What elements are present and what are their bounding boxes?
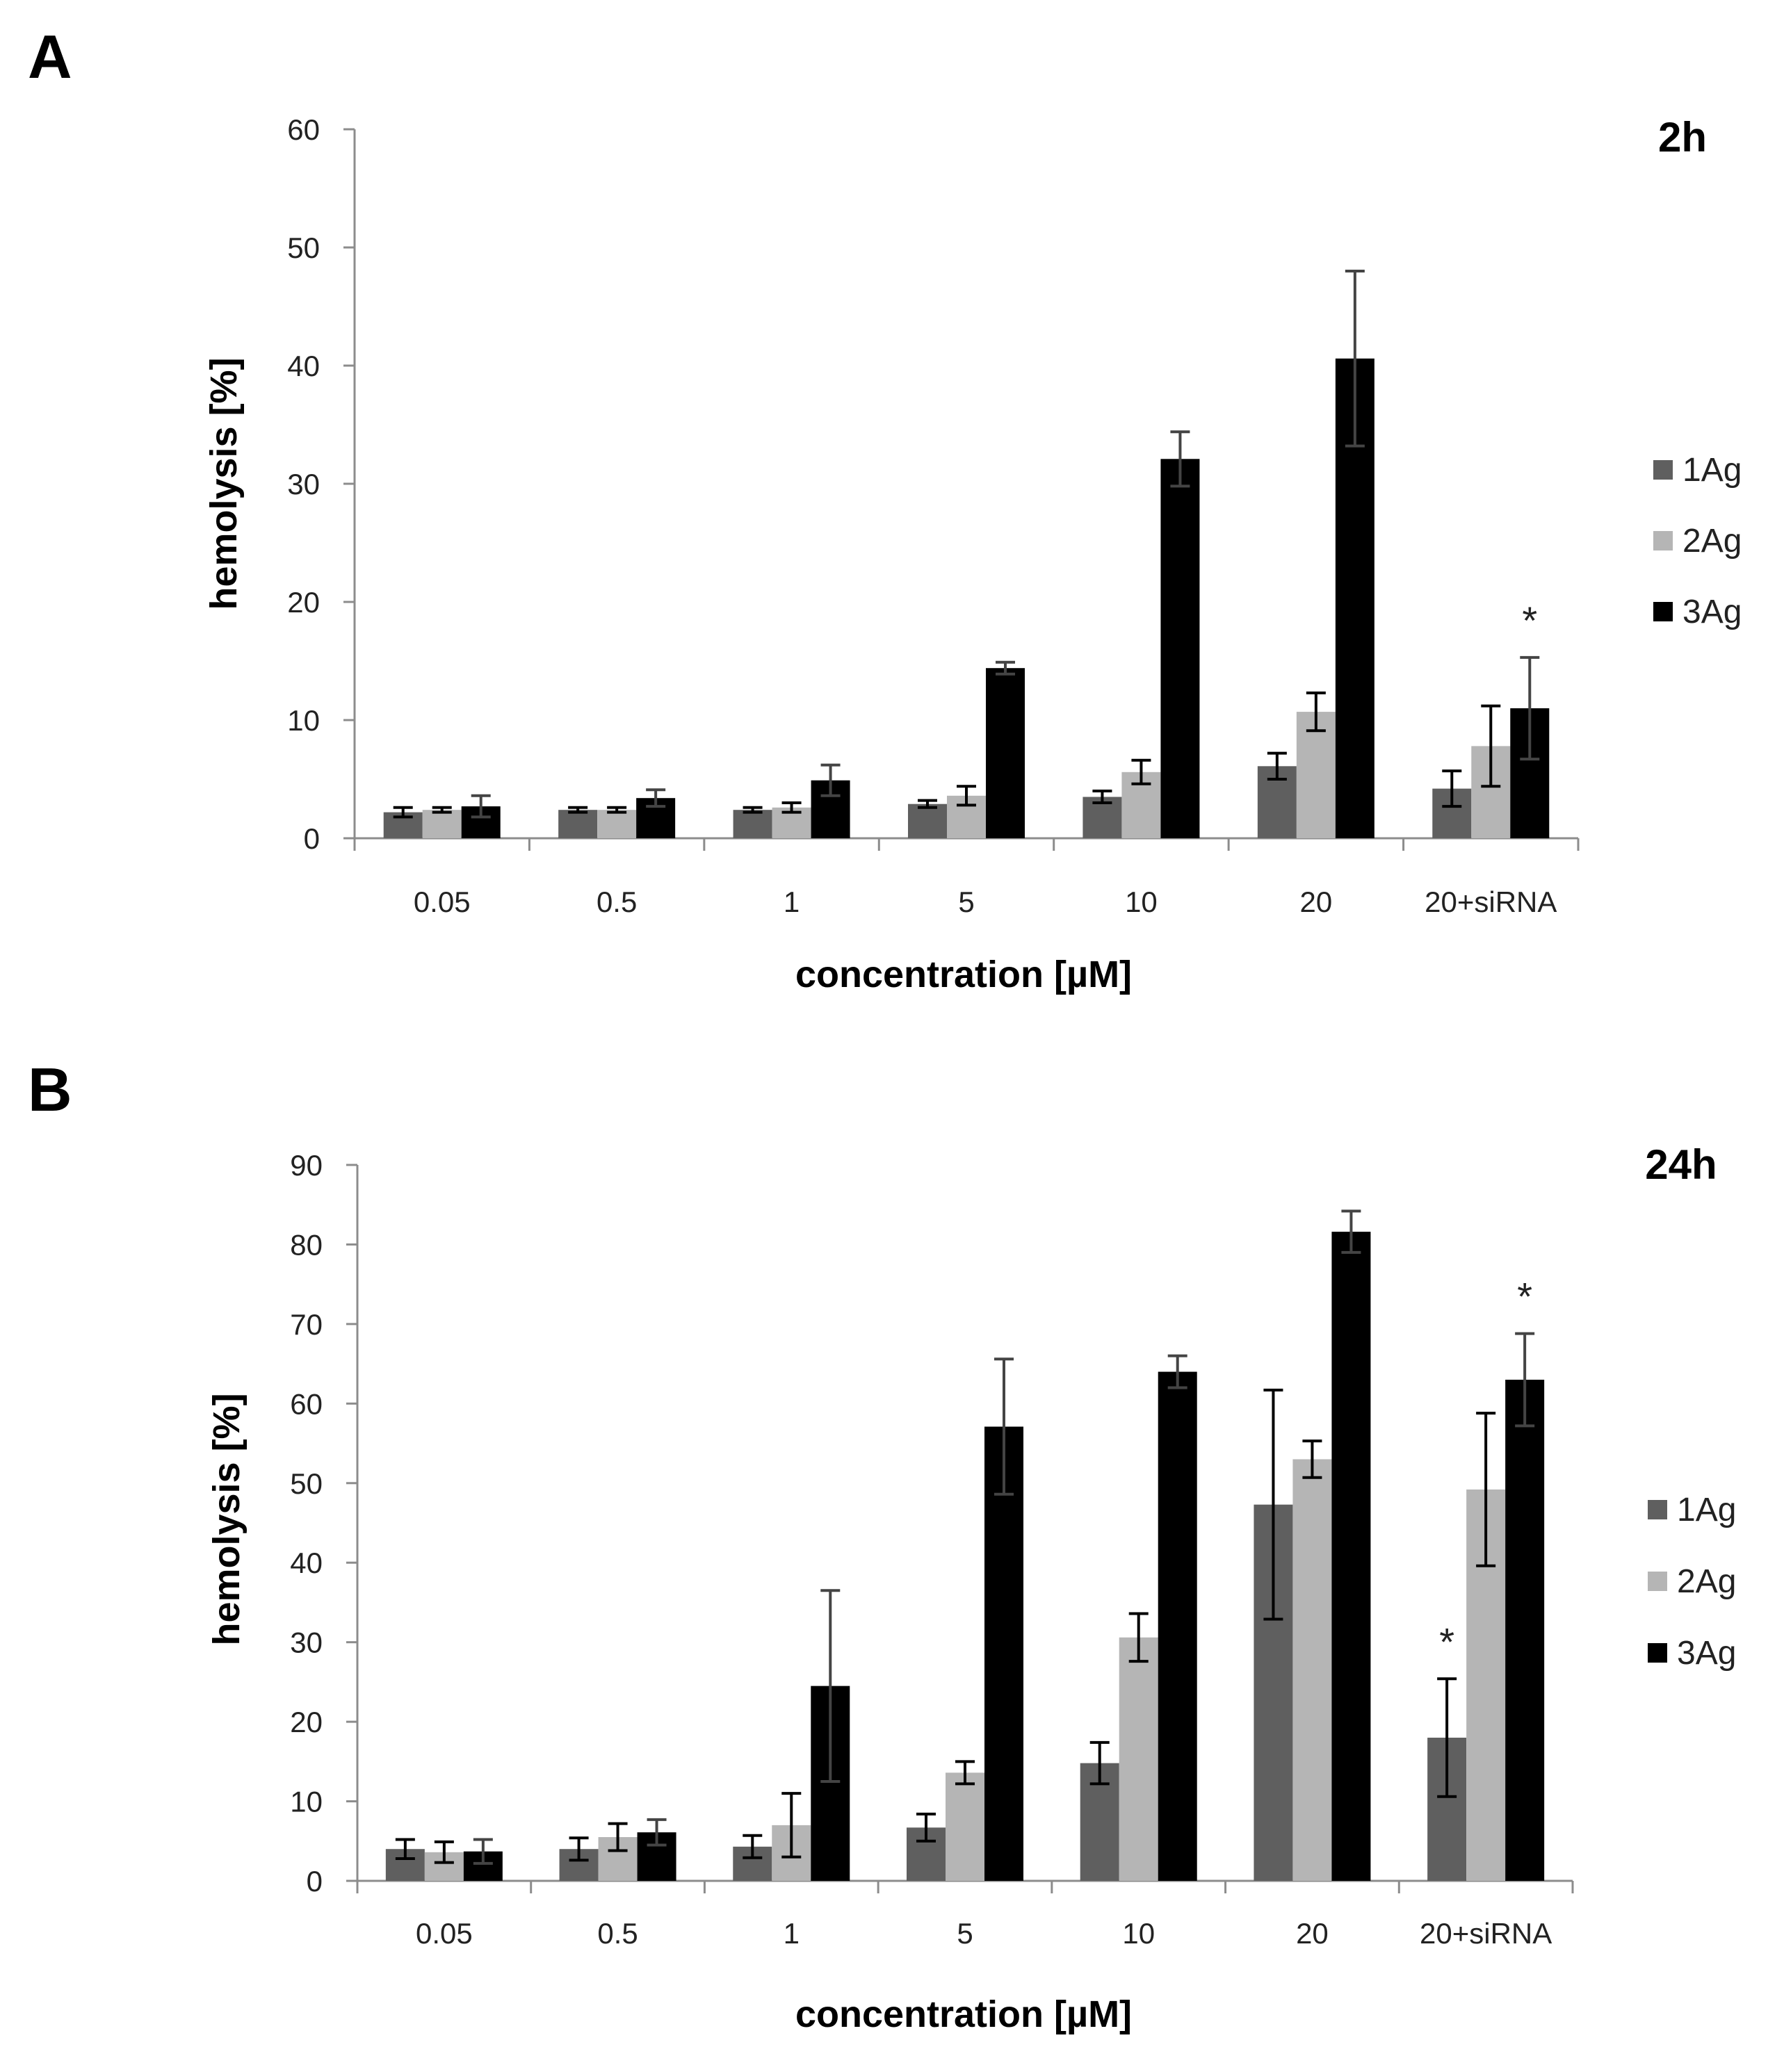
chart-a-bar-3ag <box>986 668 1025 838</box>
chart-b-y-tick-label: 70 <box>290 1308 323 1341</box>
chart-a-bar-2ag <box>422 810 462 838</box>
chart-b-ylabel: hemolysis [%] <box>206 1393 248 1645</box>
chart-b-bar-2ag <box>1292 1459 1332 1881</box>
panel-label-b: B <box>28 1055 72 1124</box>
chart-b-significance-marker: * <box>1517 1275 1532 1319</box>
chart-a-bar-1ag <box>558 810 598 838</box>
chart-b-y-tick-label: 30 <box>290 1626 323 1659</box>
chart-b-x-tick-label: 20 <box>1296 1917 1329 1950</box>
chart-b-legend-label: 2Ag <box>1677 1563 1736 1600</box>
chart-a-x-tick-label: 10 <box>1125 886 1158 918</box>
chart-a-y-tick-label: 20 <box>287 586 320 619</box>
chart-b-y-tick-label: 10 <box>290 1786 323 1818</box>
chart-a-y-tick-label: 30 <box>287 468 320 500</box>
chart-b-x-tick-label: 0.5 <box>597 1917 638 1950</box>
chart-b-y-tick-label: 40 <box>290 1547 323 1579</box>
chart-a-legend-swatch <box>1653 602 1673 621</box>
chart-b-y-tick-label: 90 <box>290 1149 323 1182</box>
chart-a-ylabel: hemolysis [%] <box>203 357 245 610</box>
chart-a-y-tick-label: 10 <box>287 704 320 737</box>
chart-a-y-tick-label: 50 <box>287 231 320 264</box>
chart-panel-b: B 24h concentration [µM] hemolysis [%] 0… <box>0 1036 1784 2072</box>
chart-a-y-tick-label: 40 <box>287 350 320 382</box>
chart-a-bar-1ag <box>733 810 772 838</box>
chart-panel-a: A 2h concentration [µM] hemolysis [%] 0 1… <box>28 22 1742 995</box>
chart-b-x-tick-label: 0.05 <box>416 1917 473 1950</box>
chart-b-bar-2ag <box>946 1772 984 1881</box>
chart-b-y-tick-label: 20 <box>290 1706 323 1738</box>
chart-a-legend-label: 1Ag <box>1682 452 1742 489</box>
chart-b-xlabel: concentration [µM] <box>795 1993 1132 2035</box>
chart-b-x-tick-label: 1 <box>784 1917 800 1950</box>
chart-a-legend-swatch <box>1653 531 1673 550</box>
chart-b-legend-label: 1Ag <box>1677 1492 1736 1528</box>
chart-b-bar-2ag <box>1119 1637 1158 1881</box>
chart-a-x-tick-label: 20 <box>1299 886 1332 918</box>
chart-b-bar-3ag <box>1158 1371 1197 1881</box>
chart-a-y-tick-label: 0 <box>304 822 320 855</box>
chart-b-svg: B 24h concentration [µM] hemolysis [%] 0… <box>28 1055 1736 2035</box>
chart-a-legend-label: 3Ag <box>1682 594 1742 630</box>
chart-a-x-tick-label: 20+siRNA <box>1425 886 1557 918</box>
chart-b-bar-3ag <box>1331 1232 1371 1881</box>
chart-a-bar-2ag <box>597 810 637 838</box>
chart-b-legend-swatch <box>1648 1643 1667 1663</box>
chart-b-y-tick-label: 60 <box>290 1387 323 1420</box>
chart-b-bar-3ag <box>1505 1380 1545 1881</box>
chart-b-bar-3ag <box>984 1426 1023 1881</box>
chart-b-legend-label: 3Ag <box>1677 1635 1736 1672</box>
chart-b-x-tick-label: 10 <box>1122 1917 1155 1950</box>
chart-a-bar-1ag <box>908 803 947 838</box>
chart-b-y-tick-label: 80 <box>290 1228 323 1261</box>
chart-a-svg: A 2h concentration [µM] hemolysis [%] 0 1… <box>28 22 1742 995</box>
chart-b-x-tick-label: 5 <box>957 1917 973 1950</box>
chart-a-x-tick-label: 0.05 <box>414 886 471 918</box>
chart-b-legend-swatch <box>1648 1572 1667 1591</box>
chart-b-y-tick-label: 0 <box>307 1865 323 1898</box>
chart-b-title: 24h <box>1645 1141 1717 1188</box>
chart-a-significance-marker: * <box>1522 598 1537 642</box>
chart-a-x-tick-label: 5 <box>958 886 974 918</box>
chart-a-legend-swatch <box>1653 460 1673 480</box>
chart-a-x-tick-label: 1 <box>784 886 800 918</box>
chart-b-legend-swatch <box>1648 1500 1667 1519</box>
panel-label-a: A <box>28 22 72 91</box>
chart-a-title: 2h <box>1658 114 1707 161</box>
chart-a-xlabel: concentration [µM] <box>795 954 1132 995</box>
chart-a-legend-label: 2Ag <box>1682 523 1742 560</box>
chart-a-x-tick-label: 0.5 <box>597 886 637 918</box>
chart-a-bar-3ag <box>1160 459 1200 838</box>
chart-b-significance-marker: * <box>1439 1620 1454 1663</box>
chart-b-x-tick-label: 20+siRNA <box>1420 1917 1552 1950</box>
chart-b-y-tick-label: 50 <box>290 1467 323 1500</box>
chart-a-bar-2ag <box>1296 712 1336 838</box>
chart-a-y-tick-label: 60 <box>287 113 320 146</box>
